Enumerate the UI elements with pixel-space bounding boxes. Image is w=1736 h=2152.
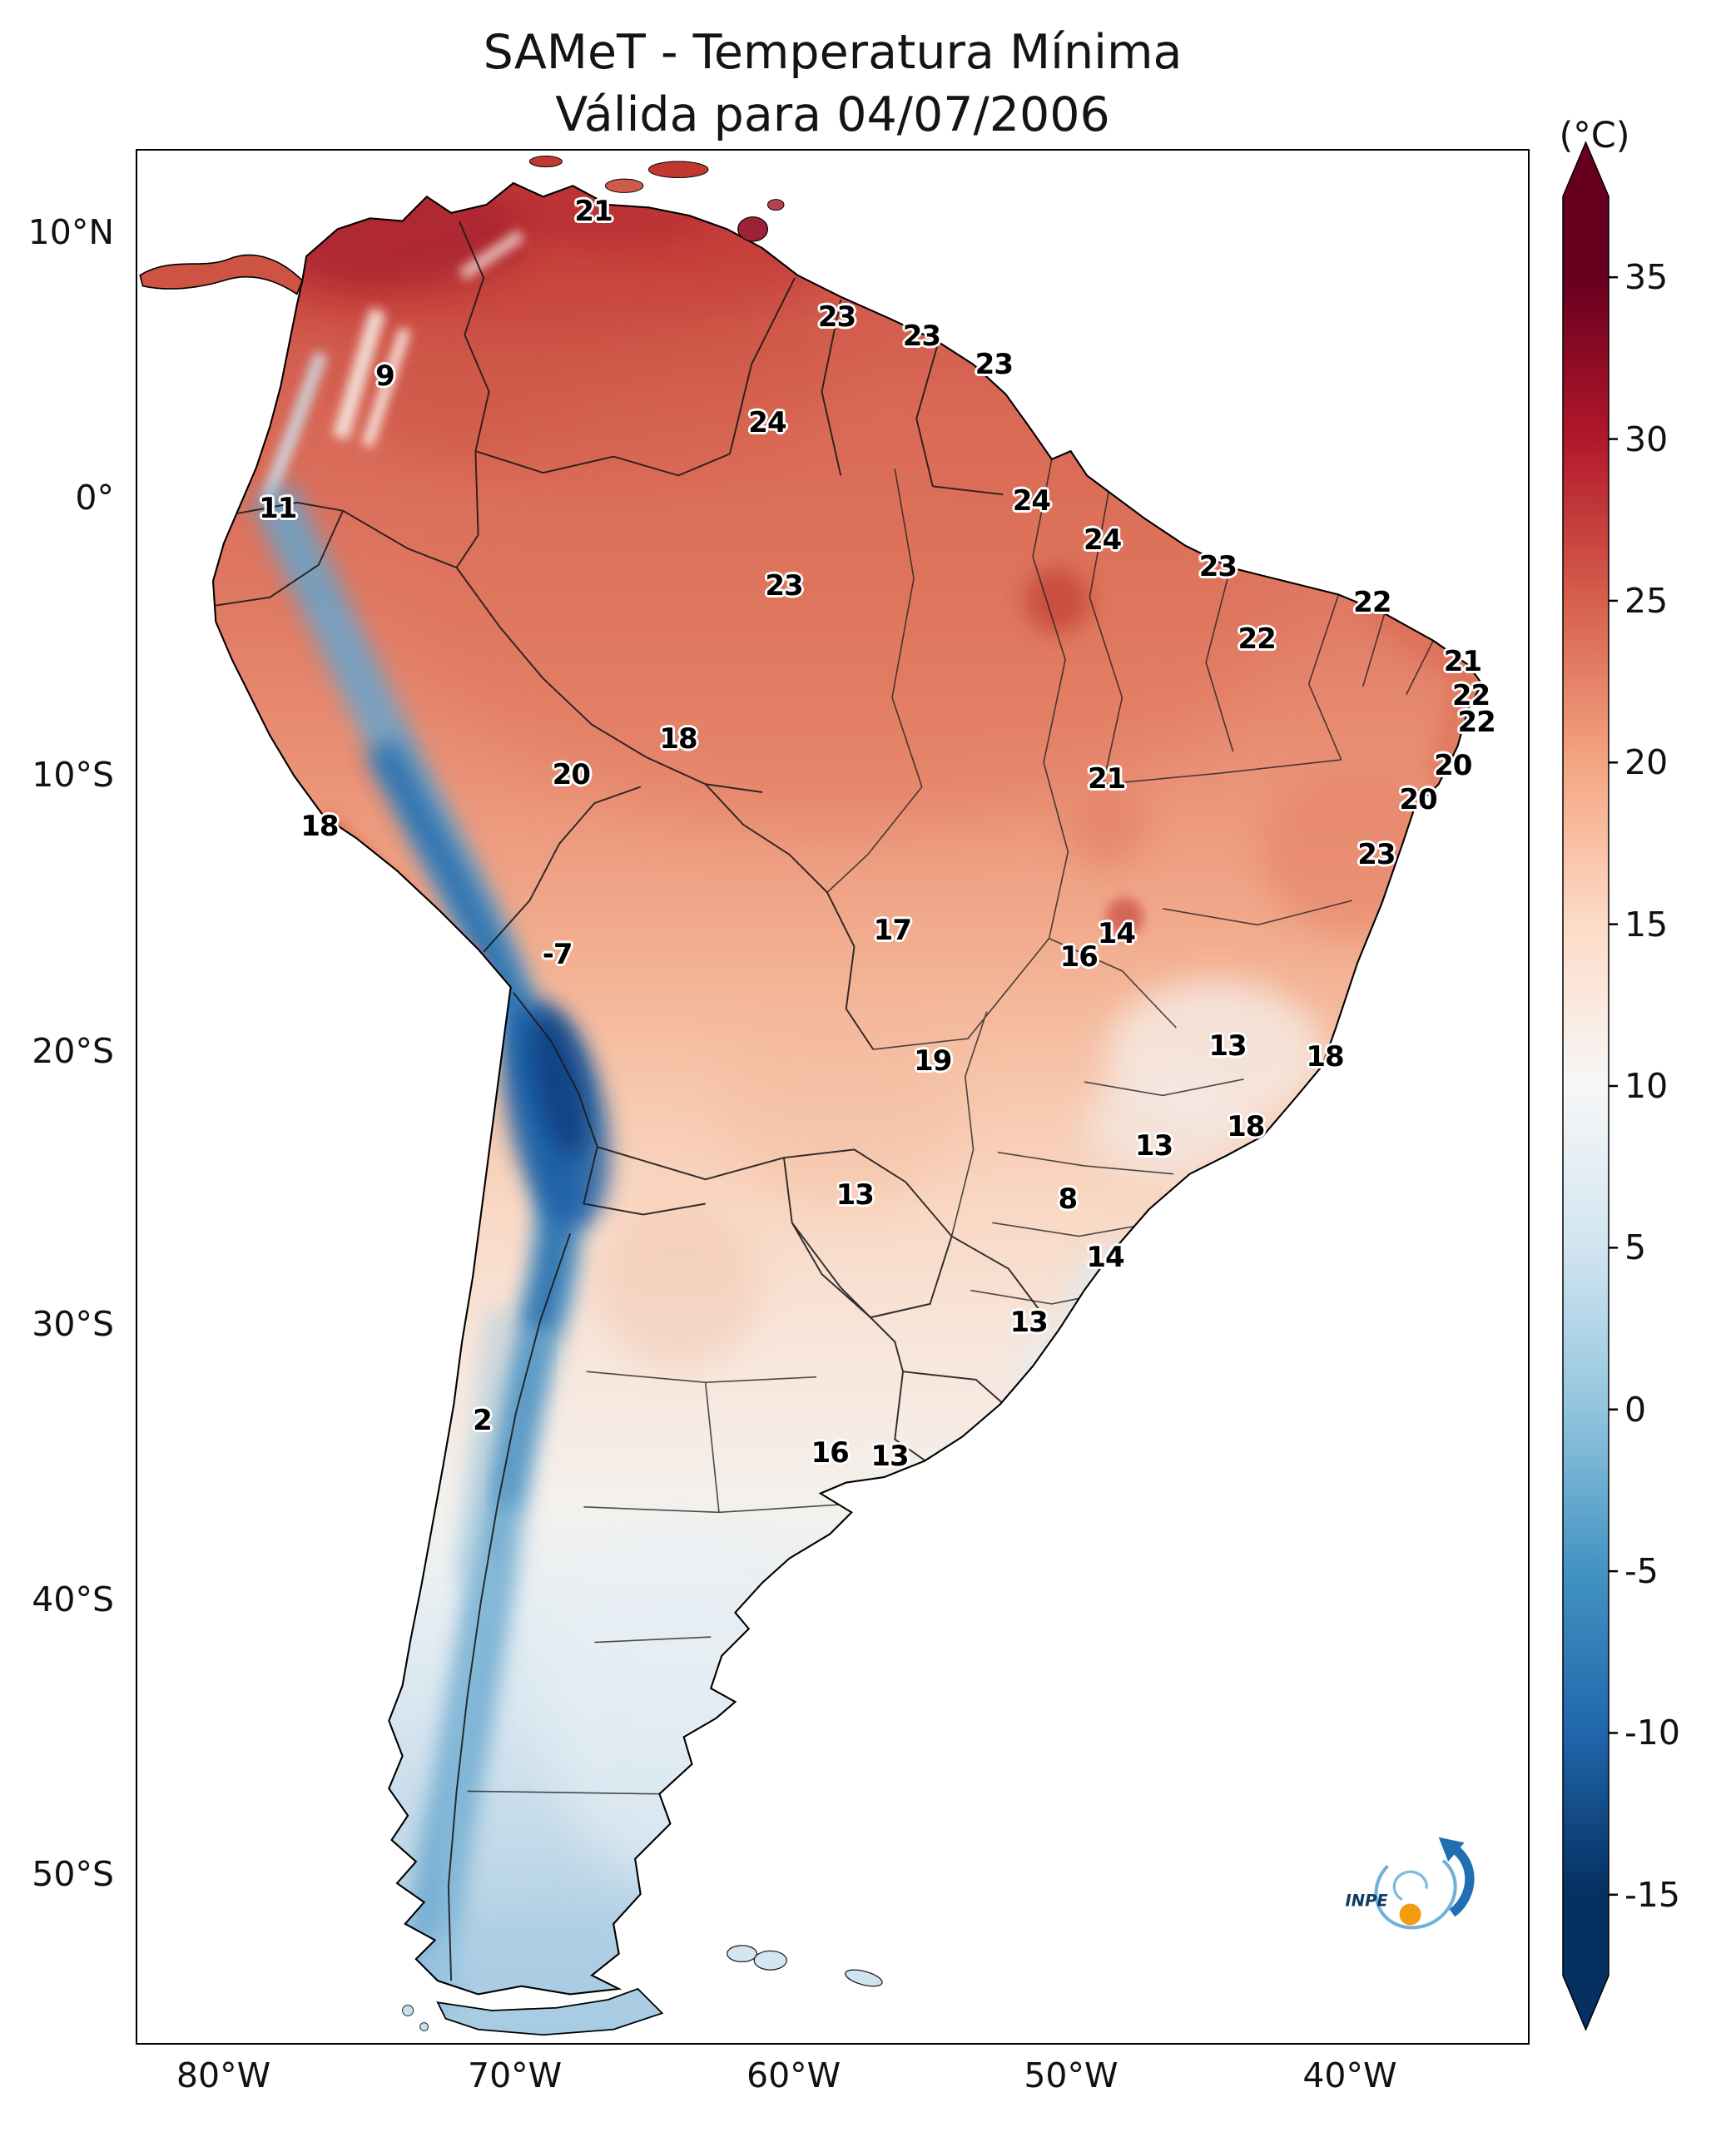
temp-value-label: 23 (902, 319, 941, 353)
longitude-tick-label: 60°W (746, 2055, 841, 2095)
colorbar-tick-label: 5 (1624, 1227, 1647, 1268)
latitude-tick-label: 10°N (27, 212, 114, 253)
south-atlantic-islands (402, 1945, 883, 2031)
colorbar-tickmarks (1609, 275, 1618, 1897)
latitude-tick-label: 0° (75, 478, 114, 518)
temp-value-label: 23 (1198, 550, 1238, 584)
temp-value-label: 18 (1306, 1040, 1344, 1074)
temperature-value-labels: 21 23 23 23 9 24 24 11 24 23 23 22 22 21 22 22 18 20 20 21 2… (137, 151, 1528, 2043)
temp-value-label: 17 (873, 913, 912, 947)
temp-value-label: 9 (375, 359, 395, 393)
temp-value-label: 13 (1009, 1305, 1048, 1339)
temp-value-label: 8 (1058, 1182, 1079, 1216)
temp-value-label: 16 (1059, 940, 1099, 974)
colorbar-tick-label: 30 (1624, 419, 1669, 459)
colorbar-tick-label: 10 (1624, 1066, 1669, 1106)
temp-value-label: 16 (811, 1435, 849, 1470)
colorbar-tick-label: 35 (1624, 257, 1669, 298)
latitude-tick-label: 10°S (32, 754, 114, 795)
latitude-axis: 10°N 0° 10°S 20°S 30°S 40°S 50°S (0, 149, 126, 2045)
temp-value-label: 22 (1353, 586, 1391, 620)
caribbean-islands (528, 156, 785, 242)
temp-value-label: 20 (552, 758, 591, 792)
temp-value-label: 20 (1434, 749, 1472, 783)
colorbar-tick-label: 20 (1624, 742, 1669, 783)
temp-value-label: 13 (836, 1178, 875, 1212)
inpe-logo-text: INPE (1346, 1892, 1389, 1911)
temp-value-label: 20 (1399, 782, 1437, 816)
south-america-temperature-map: INPE (139, 156, 1483, 2036)
temp-value-label: 22 (1238, 622, 1276, 656)
longitude-tick-label: 70°W (467, 2055, 563, 2095)
temp-value-label: 21 (574, 194, 613, 228)
title-line-2: Válida para 04/07/2006 (555, 87, 1110, 143)
colorbar (1562, 141, 1618, 2031)
temp-value-label: 2 (473, 1403, 493, 1437)
latitude-tick-label: 50°S (32, 1853, 114, 1894)
temp-value-label: 23 (975, 347, 1014, 381)
temp-value-label: 18 (300, 809, 339, 843)
temp-value-label: 24 (1012, 483, 1051, 518)
temp-value-label: 22 (1457, 705, 1496, 739)
temp-value-label: 13 (870, 1440, 909, 1474)
longitude-tick-label: 80°W (176, 2055, 271, 2095)
temp-value-label: 18 (1227, 1110, 1265, 1144)
warm-region-amazon (408, 367, 1274, 828)
temp-value-label: 21 (1088, 761, 1126, 796)
longitude-axis: 80°W 70°W 60°W 50°W 40°W (136, 2055, 1530, 2114)
colorbar-tick-label: 25 (1624, 580, 1669, 621)
latitude-tick-label: 40°S (32, 1579, 114, 1619)
temp-value-label: 23 (817, 300, 856, 335)
plot-frame: INPE 21 23 23 23 9 24 24 11 24 23 23 22 22 21 22 22 18 20… (136, 149, 1530, 2045)
colorbar-tick-label: -10 (1624, 1713, 1680, 1753)
temp-value-label: 23 (765, 569, 803, 603)
title-line-1: SAMeT - Temperatura Mínima (483, 25, 1183, 80)
latitude-tick-label: 20°S (32, 1031, 114, 1072)
colorbar-tick-label: -5 (1624, 1551, 1659, 1592)
colorbar-tick-label: -15 (1624, 1874, 1680, 1915)
colorbar-bar (1562, 141, 1610, 2031)
temp-value-label: 21 (1443, 644, 1482, 678)
colorbar-tick-labels: 35 30 25 20 15 10 5 0 -5 -10 -15 (1624, 141, 1733, 2031)
longitude-tick-label: 50°W (1024, 2055, 1118, 2095)
temp-value-label: 11 (259, 491, 297, 525)
temp-value-label: -7 (542, 938, 573, 972)
temp-value-label: 14 (1086, 1241, 1124, 1275)
longitude-tick-label: 40°W (1302, 2055, 1397, 2095)
temp-value-label: 14 (1097, 917, 1136, 951)
temp-value-label: 13 (1134, 1129, 1173, 1163)
state-borders (467, 459, 1434, 1795)
panama-landmass (139, 254, 304, 295)
temp-value-label: 18 (659, 722, 697, 756)
temp-value-label: 24 (1084, 523, 1122, 558)
temp-value-label: 22 (1451, 678, 1490, 712)
temp-value-label: 19 (914, 1044, 952, 1078)
latitude-tick-label: 30°S (32, 1304, 114, 1345)
colorbar-tick-label: 0 (1624, 1389, 1647, 1430)
temp-value-label: 13 (1208, 1029, 1247, 1063)
colorbar-unit-label: (°C) (1559, 115, 1630, 156)
colorbar-tick-label: 15 (1624, 904, 1669, 945)
temp-value-label: 23 (1357, 837, 1396, 871)
temp-value-label: 24 (748, 406, 786, 440)
figure-title: SAMeT - Temperatura Mínima Válida para 0… (136, 22, 1530, 146)
inpe-logo: INPE (1346, 1837, 1475, 1930)
